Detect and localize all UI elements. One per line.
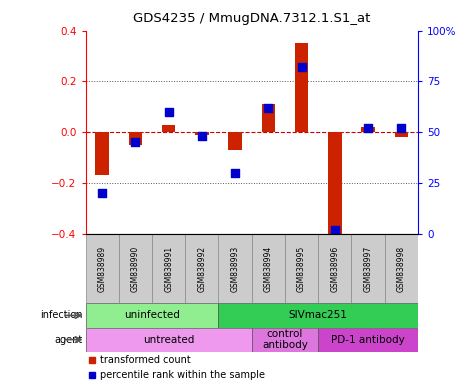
Text: GDS4235 / MmugDNA.7312.1.S1_at: GDS4235 / MmugDNA.7312.1.S1_at [133,12,370,25]
Text: GSM838995: GSM838995 [297,245,306,292]
Text: GSM838998: GSM838998 [397,245,406,291]
Point [165,109,172,115]
Point [231,170,239,176]
Bar [252,233,285,303]
Text: GSM838989: GSM838989 [98,245,106,291]
Bar [185,233,218,303]
Text: agent: agent [54,334,82,344]
Bar [195,132,209,135]
Text: untreated: untreated [143,334,194,344]
Text: uninfected: uninfected [124,311,180,321]
Bar [352,233,385,303]
Text: GSM838993: GSM838993 [231,245,239,292]
Text: GSM838990: GSM838990 [131,245,140,292]
Point [298,64,305,70]
Bar [152,233,185,303]
Text: PD-1 antibody: PD-1 antibody [331,334,405,344]
Bar [328,132,342,236]
Text: transformed count: transformed count [100,354,191,365]
Text: GSM838996: GSM838996 [331,245,339,292]
Text: SIVmac251: SIVmac251 [289,311,348,321]
Bar [86,328,252,352]
Bar [162,124,175,132]
Point [364,125,372,131]
Bar [361,127,375,132]
Bar [285,233,318,303]
Bar [86,303,218,328]
Bar [119,233,152,303]
Point [98,190,106,196]
Bar [395,132,408,137]
Text: GSM838991: GSM838991 [164,245,173,291]
Bar [86,233,119,303]
Point [132,139,139,146]
Text: control
antibody: control antibody [262,329,308,350]
Bar [95,132,109,175]
Bar [318,328,418,352]
Point [265,105,272,111]
Point [398,125,405,131]
Text: GSM838992: GSM838992 [198,245,206,291]
Text: percentile rank within the sample: percentile rank within the sample [100,370,266,380]
Point [198,133,206,139]
Bar [318,233,352,303]
Text: GSM838997: GSM838997 [364,245,372,292]
Point [331,227,339,233]
Bar [218,233,252,303]
Bar [252,328,318,352]
Bar [228,132,242,150]
Bar [129,132,142,145]
Bar [295,43,308,132]
Bar [262,104,275,132]
Bar [385,233,418,303]
Text: GSM838994: GSM838994 [264,245,273,292]
Bar [218,303,418,328]
Text: infection: infection [40,311,82,321]
